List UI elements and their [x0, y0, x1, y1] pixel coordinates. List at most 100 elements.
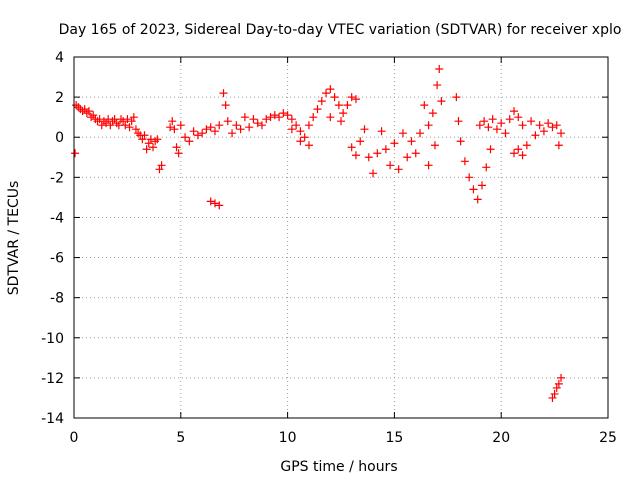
data-point: [102, 119, 111, 128]
data-point: [465, 173, 474, 182]
data-point: [168, 117, 177, 126]
data-point: [326, 85, 335, 94]
x-tick-label: 10: [279, 430, 297, 446]
data-point: [287, 115, 296, 124]
x-tick-label: 0: [70, 430, 79, 446]
y-tick-label: -12: [41, 371, 64, 387]
data-point: [304, 141, 313, 150]
data-point: [174, 149, 183, 158]
data-point: [437, 97, 446, 106]
data-point: [473, 195, 482, 204]
data-point: [552, 121, 561, 130]
data-point: [157, 161, 166, 170]
data-point: [416, 129, 425, 138]
data-point: [142, 145, 151, 154]
data-point: [347, 143, 356, 152]
data-point: [106, 121, 115, 130]
data-point: [424, 161, 433, 170]
data-point: [215, 201, 224, 210]
data-point: [403, 153, 412, 162]
y-tick-label: -14: [41, 411, 64, 427]
data-point: [97, 121, 106, 130]
data-point: [522, 141, 531, 150]
data-point: [343, 101, 352, 110]
data-point: [452, 93, 461, 102]
y-tick-label: -4: [50, 210, 64, 226]
data-point: [497, 119, 506, 128]
data-point: [236, 125, 245, 134]
data-point: [554, 379, 563, 388]
data-point: [469, 185, 478, 194]
data-point: [253, 119, 262, 128]
data-point: [535, 121, 544, 130]
data-point: [347, 93, 356, 102]
data-point: [407, 137, 416, 146]
data-point: [424, 121, 433, 130]
data-point: [172, 143, 181, 152]
data-point: [292, 121, 301, 130]
x-tick-label: 15: [385, 430, 403, 446]
data-point: [129, 113, 138, 122]
x-tick-label: 25: [599, 430, 617, 446]
data-point: [296, 137, 305, 146]
data-point: [257, 121, 266, 130]
data-point: [514, 145, 523, 154]
data-point: [486, 145, 495, 154]
y-tick-label: -2: [50, 170, 64, 186]
data-point: [89, 111, 98, 120]
data-point: [189, 127, 198, 136]
x-tick-label: 20: [492, 430, 510, 446]
data-point: [287, 125, 296, 134]
data-point: [131, 125, 140, 134]
data-point: [510, 107, 519, 116]
data-point: [240, 113, 249, 122]
data-point: [71, 149, 80, 158]
data-point: [351, 151, 360, 160]
data-point: [283, 111, 292, 120]
data-point: [539, 127, 548, 136]
data-point: [480, 117, 489, 126]
data-point: [317, 97, 326, 106]
data-point: [390, 139, 399, 148]
data-point: [420, 101, 429, 110]
data-point: [262, 115, 271, 124]
data-point: [435, 65, 444, 74]
data-point: [550, 389, 559, 398]
data-point: [544, 119, 553, 128]
data-point: [552, 383, 561, 392]
data-point: [198, 129, 207, 138]
data-point: [121, 121, 130, 130]
data-point: [322, 89, 331, 98]
data-point: [548, 393, 557, 402]
data-point: [454, 117, 463, 126]
data-point: [394, 165, 403, 174]
data-point: [510, 149, 519, 158]
plot-frame: [73, 56, 609, 419]
data-point: [456, 137, 465, 146]
y-axis-label: SDTVAR / TECUs: [6, 181, 22, 296]
data-point: [313, 105, 322, 114]
data-point: [531, 131, 540, 140]
data-point: [144, 139, 153, 148]
data-point: [309, 113, 318, 122]
data-point: [557, 129, 566, 138]
data-point: [279, 109, 288, 118]
data-point: [428, 109, 437, 118]
data-point: [351, 95, 360, 104]
data-point: [181, 133, 190, 142]
data-point: [364, 153, 373, 162]
data-point: [373, 149, 382, 158]
data-point: [304, 121, 313, 130]
data-point: [356, 137, 365, 146]
y-tick-label: -8: [50, 291, 64, 307]
data-point: [337, 117, 345, 126]
data-point: [206, 123, 215, 132]
data-point: [202, 125, 211, 134]
data-point: [477, 181, 486, 190]
data-point: [215, 121, 224, 130]
data-point: [505, 115, 514, 124]
data-point: [140, 131, 149, 140]
data-point: [185, 137, 194, 146]
data-point: [484, 123, 493, 132]
